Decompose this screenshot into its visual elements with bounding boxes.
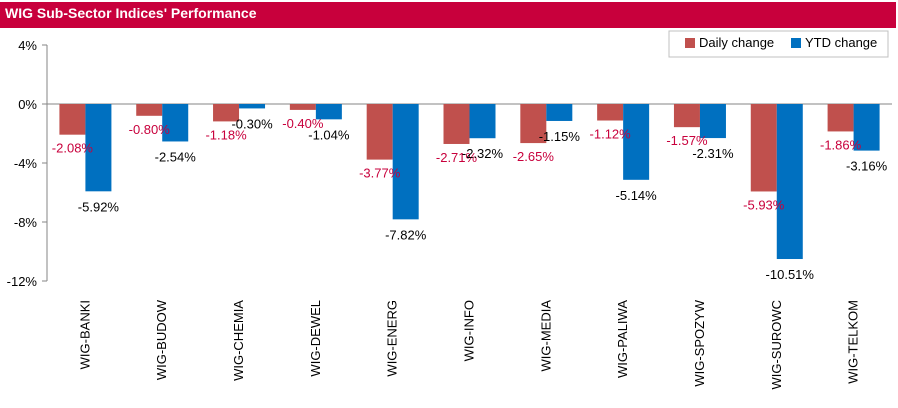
data-label-daily: -3.77% (359, 166, 401, 181)
bar-ytd (699, 104, 726, 139)
legend-swatch-ytd (791, 38, 801, 48)
data-label-ytd: -5.14% (616, 188, 658, 203)
data-label-daily: -0.80% (129, 122, 171, 137)
bar-ytd (162, 104, 189, 142)
data-label-ytd: -2.32% (462, 146, 504, 161)
bar-daily (750, 104, 777, 192)
category-label: WIG-ENERG (385, 300, 400, 377)
y-tick-label: -8% (14, 215, 38, 230)
category-label: WIG-SPOZYW (692, 299, 707, 386)
data-label-daily: -1.18% (205, 127, 247, 142)
bar-ytd (469, 104, 496, 139)
bar-ytd (315, 104, 342, 120)
category-label: WIG-MEDIA (538, 300, 553, 372)
bar-ytd (85, 104, 112, 192)
data-label-ytd: -2.54% (155, 149, 197, 164)
bar-daily (443, 104, 470, 144)
category-label: WIG-SUROWC (769, 300, 784, 390)
legend-swatch-daily (685, 38, 695, 48)
legend-box (668, 30, 889, 58)
category-label: WIG-INFO (462, 300, 477, 361)
chart-title: WIG Sub-Sector Indices' Performance (5, 5, 257, 21)
bar-daily (213, 104, 240, 122)
bar-ytd (623, 104, 650, 180)
data-label-ytd: -1.04% (308, 127, 350, 142)
y-tick-label: 0% (18, 97, 37, 112)
bar-daily (520, 104, 547, 144)
category-label: WIG-BUDOW (154, 299, 169, 380)
data-label-ytd: -2.31% (692, 146, 734, 161)
data-label-ytd: -0.30% (231, 116, 273, 131)
data-label-ytd: -3.16% (846, 159, 888, 174)
bar-daily (827, 104, 854, 132)
bar-ytd (853, 104, 880, 151)
y-tick-label: -12% (7, 274, 38, 289)
category-label: WIG-PALIWA (615, 300, 630, 378)
bar-ytd (776, 104, 803, 260)
bar-ytd (392, 104, 419, 220)
data-label-daily: -0.40% (282, 116, 324, 131)
category-label: WIG-DEWEL (308, 300, 323, 377)
data-label-daily: -2.71% (436, 150, 478, 165)
category-label: WIG-BANKI (77, 300, 92, 369)
bar-ytd (546, 104, 573, 121)
data-label-daily: -5.93% (743, 197, 785, 212)
data-label-ytd: -10.51% (766, 267, 815, 282)
category-label: WIG-TELKOM (846, 300, 861, 384)
data-label-daily: -1.86% (820, 137, 862, 152)
data-label-ytd: -7.82% (385, 227, 427, 242)
data-label-daily: -2.08% (52, 141, 94, 156)
bar-daily (597, 104, 624, 121)
bar-daily (59, 104, 86, 135)
bar-ytd (239, 104, 266, 109)
bar-daily (673, 104, 700, 128)
title-bar: WIG Sub-Sector Indices' Performance (0, 2, 896, 28)
data-label-daily: -1.12% (590, 127, 632, 142)
bar-daily (136, 104, 163, 116)
category-label: WIG-CHEMIA (231, 300, 246, 381)
y-tick-label: 4% (18, 38, 37, 53)
data-label-daily: -1.57% (666, 133, 708, 148)
legend-label-daily: Daily change (699, 35, 774, 50)
legend-label-ytd: YTD change (805, 35, 877, 50)
data-label-ytd: -5.92% (78, 199, 120, 214)
y-tick-label: -4% (14, 156, 38, 171)
bar-daily (366, 104, 393, 160)
data-label-ytd: -1.15% (539, 129, 581, 144)
data-label-daily: -2.65% (513, 149, 555, 164)
bar-daily (289, 104, 316, 110)
